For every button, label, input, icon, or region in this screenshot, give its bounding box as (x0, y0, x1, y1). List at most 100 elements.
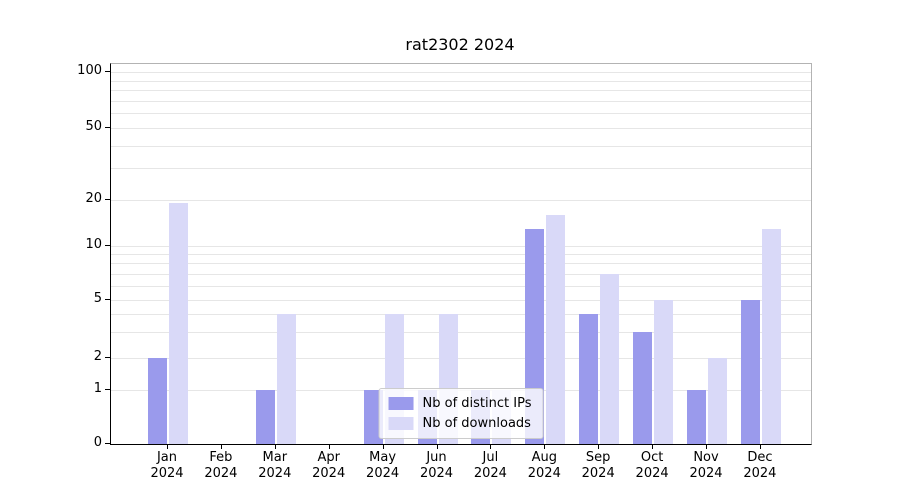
gridline (111, 80, 811, 82)
x-tick-label: Jun 2024 (407, 450, 467, 482)
y-tick-label: 5 (93, 291, 102, 306)
y-tick-label: 20 (85, 191, 102, 206)
x-tick-label: Apr 2024 (299, 450, 359, 482)
legend-item: Nb of distinct IPs (388, 396, 532, 411)
x-tick-mark (706, 444, 707, 449)
x-tick-mark (329, 444, 330, 449)
y-tick-mark (105, 71, 110, 72)
x-tick-label: Jul 2024 (460, 450, 520, 482)
y-tick-label: 0 (93, 435, 102, 450)
bar-distinct-ips-nov (687, 390, 706, 444)
x-tick-year: 2024 (689, 466, 723, 481)
y-tick-label: 100 (77, 63, 102, 78)
x-tick-mark (275, 444, 276, 449)
legend-item: Nb of downloads (388, 416, 532, 431)
x-tick-mark (221, 444, 222, 449)
x-tick-label: Aug 2024 (514, 450, 574, 482)
x-tick-label: Feb 2024 (191, 450, 251, 482)
bar-distinct-ips-may (363, 390, 383, 444)
bar-distinct-ips-mar (255, 390, 275, 444)
x-tick-year: 2024 (150, 466, 184, 481)
legend: Nb of distinct IPs Nb of downloads (378, 388, 544, 439)
gridline (111, 90, 811, 92)
x-tick-month: Aug (531, 450, 557, 465)
x-tick-mark (167, 444, 168, 449)
chart-title: rat2302 2024 (405, 35, 515, 54)
x-tick-month: Oct (640, 450, 664, 465)
gridline (111, 300, 811, 301)
gridline (111, 254, 811, 256)
legend-swatch (388, 417, 414, 430)
y-tick-mark (105, 199, 110, 200)
x-tick-label: Dec 2024 (730, 450, 790, 482)
legend-label: Nb of distinct IPs (422, 396, 532, 411)
x-tick-year: 2024 (581, 466, 615, 481)
x-tick-mark (490, 444, 491, 449)
bar-distinct-ips-oct (633, 332, 653, 444)
x-tick-mark (652, 444, 653, 449)
x-tick-month: Dec (747, 450, 773, 465)
y-tick-mark (105, 127, 110, 128)
y-tick-mark (105, 245, 110, 246)
gridline (111, 145, 811, 147)
gridline (111, 113, 811, 115)
x-tick-label: Jan 2024 (137, 450, 197, 482)
gridline (111, 332, 811, 334)
y-tick-mark (105, 299, 110, 300)
bar-distinct-ips-jan (148, 358, 167, 444)
x-tick-month: Apr (317, 450, 340, 465)
gridline (111, 273, 811, 275)
x-tick-mark (544, 444, 545, 449)
plot-area: Nb of distinct IPs Nb of downloads (110, 63, 812, 445)
bar-distinct-ips-sep (579, 314, 599, 444)
x-tick-year: 2024 (635, 466, 669, 481)
gridline (111, 168, 811, 170)
x-tick-year: 2024 (419, 466, 454, 481)
x-tick-year: 2024 (366, 466, 400, 481)
legend-label: Nb of downloads (422, 416, 531, 431)
x-tick-year: 2024 (473, 466, 507, 481)
x-tick-mark (383, 444, 384, 449)
legend-swatch (388, 397, 414, 410)
y-tick-mark (105, 443, 110, 444)
gridline (111, 128, 811, 129)
bar-distinct-ips-dec (740, 300, 760, 444)
gridline (111, 314, 811, 316)
bar-downloads-dec (761, 228, 781, 444)
bar-downloads-mar (276, 314, 296, 444)
bar-downloads-nov (708, 358, 727, 444)
x-tick-month: Jul (482, 450, 499, 465)
x-tick-label: Mar 2024 (245, 450, 305, 482)
gridline (111, 358, 811, 359)
x-tick-month: Jan (156, 450, 178, 465)
x-tick-month: May (369, 450, 397, 465)
gridline (111, 285, 811, 287)
gridline (111, 200, 811, 201)
x-tick-month: Feb (209, 450, 233, 465)
x-tick-year: 2024 (258, 466, 292, 481)
y-tick-label: 50 (85, 119, 102, 134)
y-tick-label: 10 (85, 237, 102, 252)
bar-downloads-oct (654, 300, 674, 444)
x-tick-month: Nov (693, 450, 719, 465)
y-tick-label: 2 (93, 349, 102, 364)
x-tick-year: 2024 (527, 466, 561, 481)
y-tick-label: 1 (93, 381, 102, 396)
y-tick-mark (105, 389, 110, 390)
x-tick-month: Mar (262, 450, 288, 465)
x-tick-month: Sep (585, 450, 611, 465)
y-tick-mark (105, 357, 110, 358)
bar-downloads-sep (600, 273, 620, 444)
x-tick-year: 2024 (743, 466, 777, 481)
gridline (111, 72, 811, 73)
bar-downloads-jan (169, 203, 188, 444)
x-tick-label: Nov 2024 (676, 450, 736, 482)
x-tick-label: May 2024 (353, 450, 413, 482)
bar-downloads-aug (546, 214, 566, 444)
gridline (111, 100, 811, 102)
x-tick-mark (598, 444, 599, 449)
x-tick-year: 2024 (204, 466, 238, 481)
x-tick-month: Jun (426, 450, 447, 465)
x-tick-mark (760, 444, 761, 449)
